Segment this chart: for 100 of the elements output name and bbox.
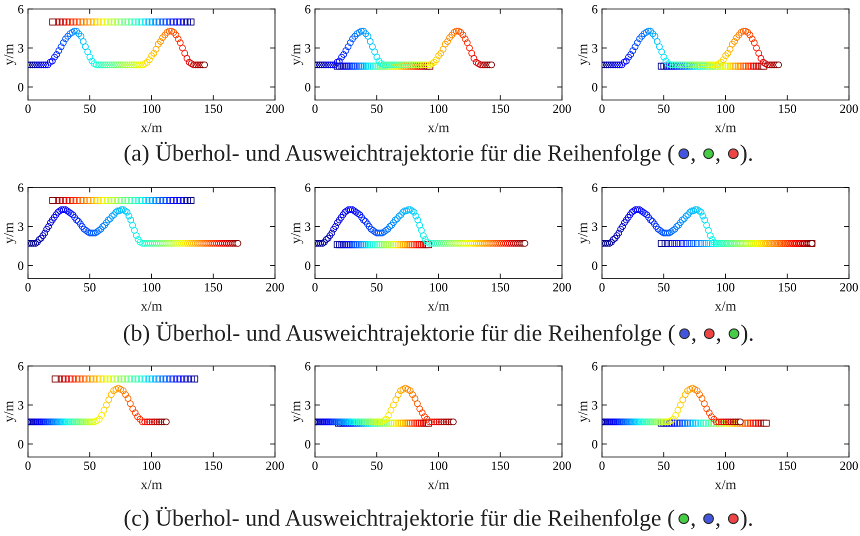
y-tick-label: 3 bbox=[592, 401, 598, 410]
y-tick-label: 0 bbox=[18, 83, 24, 92]
y-axis-title: y/m bbox=[4, 44, 16, 66]
x-axis-title: x/m bbox=[428, 480, 450, 490]
y-tick-label: 6 bbox=[18, 184, 24, 192]
text: , bbox=[692, 338, 696, 344]
y-tick-label: 3 bbox=[18, 401, 24, 410]
x-tick-label: 150 bbox=[204, 283, 222, 292]
x-tick-label: 200 bbox=[266, 462, 284, 470]
y-tick-label: 6 bbox=[305, 362, 310, 370]
x-tick-label: 100 bbox=[717, 462, 734, 470]
x-tick-label: 100 bbox=[430, 283, 448, 292]
x-tick-label: 100 bbox=[143, 283, 160, 292]
x-tick-label: 150 bbox=[492, 283, 510, 292]
x-tick-label: 150 bbox=[778, 462, 796, 470]
text: (c) Überhol- und Ausweichtrajektorie für die Reihenfolge ( bbox=[124, 506, 674, 531]
x-tick-label: 200 bbox=[266, 104, 284, 113]
x-axis-title: x/m bbox=[140, 301, 162, 311]
y-tick-label: 3 bbox=[305, 44, 310, 52]
x-tick-label: 0 bbox=[25, 283, 31, 292]
x-tick-label: 50 bbox=[84, 104, 96, 113]
x-tick-label: 200 bbox=[266, 283, 284, 292]
x-tick-label: 0 bbox=[312, 283, 318, 292]
x-tick-label: 50 bbox=[371, 462, 383, 470]
y-tick-label: 6 bbox=[592, 184, 598, 192]
x-tick-label: 50 bbox=[84, 283, 96, 292]
x-tick-label: 100 bbox=[717, 283, 734, 292]
x-tick-label: 100 bbox=[143, 104, 160, 113]
text: ). bbox=[740, 510, 752, 531]
y-tick-label: 3 bbox=[592, 44, 598, 52]
y-tick-label: 0 bbox=[592, 83, 598, 92]
y-axis-title: y/m bbox=[4, 222, 16, 244]
x-tick-label: 50 bbox=[658, 104, 670, 113]
text: ). bbox=[741, 324, 753, 346]
x-tick-label: 0 bbox=[599, 104, 605, 113]
x-tick-label: 200 bbox=[840, 104, 858, 113]
y-axis-title: y/m bbox=[578, 400, 590, 422]
x-tick-label: 150 bbox=[778, 283, 796, 292]
x-tick-label: 100 bbox=[717, 104, 734, 113]
x-tick-label: 100 bbox=[143, 462, 160, 470]
y-tick-label: 3 bbox=[18, 222, 24, 231]
x-axis-title: x/m bbox=[714, 122, 736, 132]
y-tick-label: 3 bbox=[305, 222, 310, 231]
y-tick-label: 6 bbox=[592, 362, 598, 370]
x-tick-label: 150 bbox=[492, 462, 510, 470]
y-axis-title: y/m bbox=[291, 44, 304, 66]
y-tick-label: 3 bbox=[305, 401, 310, 410]
y-tick-label: 3 bbox=[592, 222, 598, 231]
x-axis-title: x/m bbox=[714, 480, 736, 490]
x-tick-label: 150 bbox=[778, 104, 796, 113]
y-axis-title: y/m bbox=[291, 222, 304, 244]
y-axis-title: y/m bbox=[578, 222, 590, 244]
text: , bbox=[716, 338, 720, 344]
text: , bbox=[716, 158, 720, 164]
x-tick-label: 0 bbox=[25, 104, 31, 113]
x-tick-label: 150 bbox=[204, 104, 222, 113]
x-tick-label: 200 bbox=[553, 462, 571, 470]
text: (a) Überhol- und Ausweichtrajektorie für die Reihenfolge ( bbox=[124, 142, 674, 166]
y-tick-label: 0 bbox=[305, 83, 310, 92]
text: , bbox=[691, 158, 695, 164]
x-tick-label: 0 bbox=[599, 462, 605, 470]
y-tick-label: 6 bbox=[18, 5, 24, 14]
text: , bbox=[691, 523, 695, 530]
x-tick-label: 200 bbox=[840, 462, 858, 470]
x-axis-title: x/m bbox=[714, 301, 736, 311]
text: ). bbox=[740, 144, 752, 166]
x-tick-label: 0 bbox=[312, 104, 318, 113]
x-tick-label: 150 bbox=[204, 462, 222, 470]
x-tick-label: 100 bbox=[430, 462, 448, 470]
y-tick-label: 0 bbox=[18, 440, 24, 448]
y-tick-label: 6 bbox=[592, 5, 598, 14]
y-tick-label: 0 bbox=[592, 262, 598, 270]
x-tick-label: 200 bbox=[553, 283, 571, 292]
y-tick-label: 0 bbox=[305, 440, 310, 448]
y-tick-label: 6 bbox=[305, 184, 310, 192]
y-tick-label: 6 bbox=[18, 362, 24, 370]
y-tick-label: 0 bbox=[305, 262, 310, 270]
x-tick-label: 50 bbox=[658, 283, 670, 292]
x-axis-title: x/m bbox=[140, 480, 162, 490]
x-tick-label: 100 bbox=[430, 104, 448, 113]
text: , bbox=[716, 523, 720, 530]
x-tick-label: 200 bbox=[840, 283, 858, 292]
x-tick-label: 50 bbox=[84, 462, 96, 470]
y-tick-label: 3 bbox=[18, 44, 24, 52]
x-axis-title: x/m bbox=[428, 122, 450, 132]
x-tick-label: 200 bbox=[553, 104, 571, 113]
text: (b) Überhol- und Ausweichtrajektorie für die Reihenfolge ( bbox=[124, 322, 675, 346]
y-tick-label: 0 bbox=[592, 440, 598, 448]
y-axis-title: y/m bbox=[4, 400, 16, 422]
x-tick-label: 0 bbox=[25, 462, 31, 470]
y-tick-label: 6 bbox=[305, 5, 310, 14]
x-tick-label: 50 bbox=[658, 462, 670, 470]
x-axis-title: x/m bbox=[140, 122, 162, 132]
x-tick-label: 50 bbox=[371, 104, 383, 113]
x-axis-title: x/m bbox=[428, 301, 450, 311]
y-axis-title: y/m bbox=[578, 44, 590, 66]
y-tick-label: 0 bbox=[18, 262, 24, 270]
x-tick-label: 50 bbox=[371, 283, 383, 292]
x-tick-label: 150 bbox=[492, 104, 510, 113]
y-axis-title: y/m bbox=[291, 400, 304, 422]
